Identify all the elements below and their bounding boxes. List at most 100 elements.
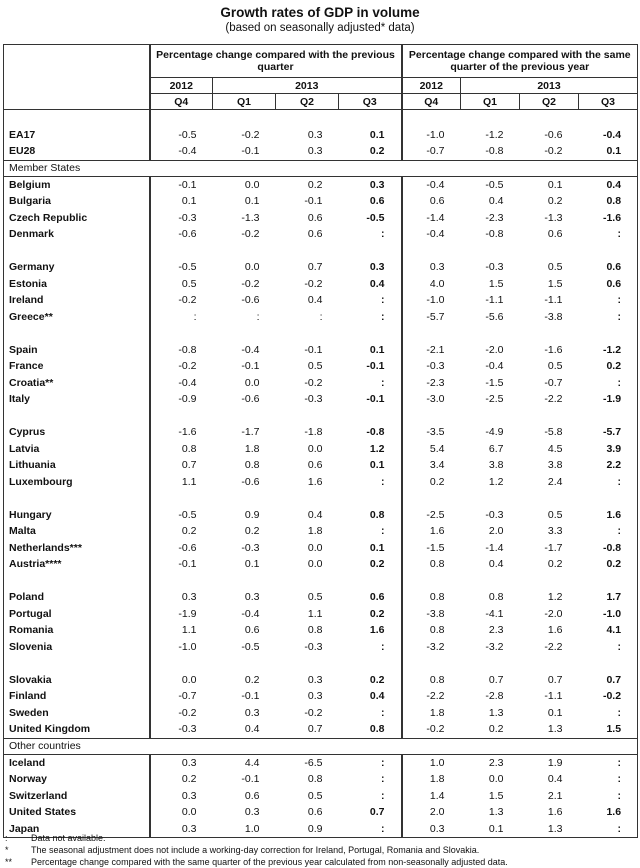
- value-cell: -1.3: [241, 211, 260, 224]
- value-cell: 0.1: [547, 706, 563, 719]
- value-cell: 0.1: [244, 558, 260, 571]
- spacer-cell: [150, 110, 213, 127]
- row-label: Netherlands***: [3, 539, 151, 556]
- value-cell: 1.9: [547, 756, 563, 769]
- value-cell: -0.3: [485, 508, 504, 521]
- value-cell: 0.2: [369, 673, 385, 686]
- spacer-cell: [461, 490, 520, 507]
- value-cell: :: [381, 475, 385, 488]
- value-cell: -0.2: [602, 690, 622, 703]
- value-cell: :: [381, 376, 385, 389]
- value-cell: 3.9: [606, 442, 622, 455]
- data-row: Switzerland 0.3 0.6 0.5: 1.4 1.5 2.1:: [3, 787, 638, 804]
- value-cell: 0.4: [244, 723, 260, 736]
- value-cell: -0.8: [485, 228, 504, 241]
- data-row: Denmark -0.6 -0.2 0.6: -0.4 -0.8 0.6:: [3, 226, 638, 243]
- value-cell: 0.3: [181, 789, 197, 802]
- value-cell: 2.3: [488, 756, 504, 769]
- value-cell: 4.5: [547, 442, 563, 455]
- value-cell: :: [617, 789, 622, 802]
- row-label: Cyprus: [3, 424, 151, 441]
- value-cell: 0.4: [307, 508, 323, 521]
- value-cell: -2.1: [400, 341, 461, 358]
- value-cell: :: [381, 310, 385, 323]
- spacer-cell: [276, 408, 339, 425]
- value-cell: 0.3: [307, 128, 323, 141]
- value-cell: -0.7: [178, 690, 197, 703]
- spacer-cell: [339, 325, 402, 342]
- value-cell: -0.6: [241, 393, 260, 406]
- value-cell: -1.2: [602, 343, 622, 356]
- row-label: Latvia: [3, 440, 151, 457]
- spacer-row: [3, 572, 638, 590]
- group-title: Percentage change compared with the prev…: [148, 44, 402, 78]
- spacer-cell: [276, 325, 339, 342]
- value-cell: 2.1: [547, 789, 563, 802]
- value-cell: -2.0: [544, 607, 563, 620]
- value-cell: -5.7: [602, 426, 622, 439]
- data-row: Finland -0.7 -0.1 0.3 0.4 -2.2 -2.8 -1.1 -0.2: [3, 688, 638, 705]
- value-cell: 1.3: [547, 822, 563, 835]
- footnote-text: The seasonal adjustment does not include…: [31, 845, 480, 855]
- value-cell: :: [319, 310, 323, 323]
- row-label: Slovenia: [3, 638, 151, 655]
- spacer-cell: [339, 655, 402, 672]
- value-cell: 1.6: [369, 624, 385, 637]
- row-label: Slovakia: [3, 671, 151, 688]
- value-cell: -0.4: [400, 226, 461, 243]
- gdp-table: Percentage change compared with the prev…: [3, 44, 639, 838]
- section-heading: Member States: [3, 159, 638, 177]
- value-cell: 0.2: [369, 558, 385, 571]
- data-row: Ireland -0.2 -0.6 0.4: -1.0 -1.1 -1.1:: [3, 292, 638, 309]
- value-cell: 1.2: [547, 591, 563, 604]
- value-cell: 0.8: [181, 442, 197, 455]
- value-cell: 1.6: [307, 475, 323, 488]
- corner-cell: [3, 44, 150, 110]
- value-cell: 0.6: [244, 789, 260, 802]
- row-label: United States: [3, 804, 151, 821]
- value-cell: 1.0: [244, 822, 260, 835]
- group-title: Percentage change compared with the same…: [400, 44, 638, 78]
- footnotes: : Data not available. * The seasonal adjust…: [3, 832, 637, 868]
- value-cell: 0.1: [244, 195, 260, 208]
- value-cell: 1.5: [488, 789, 504, 802]
- spacer-cell: [3, 109, 151, 127]
- value-cell: 1.8: [400, 704, 461, 721]
- data-row: Norway 0.2 -0.1 0.8: 1.8 0.0 0.4:: [3, 771, 638, 788]
- value-cell: 1.3: [488, 806, 504, 819]
- value-cell: 0.1: [181, 195, 197, 208]
- data-row: Lithuania 0.7 0.8 0.6 0.1 3.4 3.8 3.8 2.2: [3, 457, 638, 474]
- value-cell: -3.5: [400, 424, 461, 441]
- spacer-cell: [3, 572, 151, 589]
- value-cell: -0.1: [304, 195, 323, 208]
- spacer-cell: [339, 408, 402, 425]
- data-row: EU28 -0.4 -0.1 0.3 0.2 -0.7 -0.8 -0.2 0.1: [3, 143, 638, 160]
- value-cell: 0.0: [307, 558, 323, 571]
- spacer-row: [3, 490, 638, 507]
- spacer-cell: [520, 408, 579, 425]
- value-cell: 0.4: [488, 195, 504, 208]
- value-cell: 0.2: [606, 360, 622, 373]
- value-cell: :: [617, 310, 622, 323]
- value-cell: -0.3: [241, 541, 260, 554]
- subtitle: (based on seasonally adjusted* data): [225, 22, 415, 34]
- table-body: EA17 -0.5 -0.2 0.3 0.1 -1.0 -1.2 -0.6 -0.4 EU28 -0…: [3, 109, 638, 838]
- data-row: Estonia 0.5 -0.2 -0.2 0.4 4.0 1.5 1.5 0.6: [3, 275, 638, 292]
- value-cell: 6.7: [488, 442, 504, 455]
- quarter-cell: Q1: [460, 93, 520, 110]
- row-label: Iceland: [3, 754, 151, 771]
- section-heading: Other countries: [3, 737, 638, 755]
- data-row: Sweden -0.2 0.3 -0.2: 1.8 1.3 0.1:: [3, 704, 638, 721]
- value-cell: -3.8: [400, 605, 461, 622]
- spacer-row: [3, 109, 638, 127]
- spacer-cell: [150, 325, 213, 342]
- value-cell: 0.7: [606, 673, 622, 686]
- value-cell: -0.2: [178, 360, 197, 373]
- value-cell: -2.8: [485, 690, 504, 703]
- value-cell: :: [193, 310, 197, 323]
- spacer-cell: [579, 490, 638, 507]
- spacer-cell: [520, 110, 579, 127]
- spacer-cell: [276, 573, 339, 590]
- row-label: Sweden: [3, 704, 151, 721]
- value-cell: 0.1: [369, 343, 385, 356]
